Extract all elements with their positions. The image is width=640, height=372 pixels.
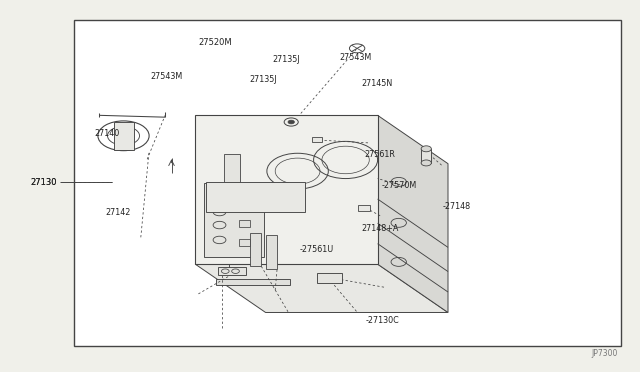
FancyBboxPatch shape	[206, 182, 305, 212]
Text: JP7300: JP7300	[591, 349, 618, 358]
Text: 27142: 27142	[106, 208, 131, 217]
Circle shape	[421, 160, 431, 166]
Polygon shape	[195, 115, 378, 264]
FancyBboxPatch shape	[114, 122, 134, 150]
FancyBboxPatch shape	[239, 220, 250, 227]
FancyBboxPatch shape	[358, 205, 370, 211]
Text: 27543M: 27543M	[150, 72, 182, 81]
FancyBboxPatch shape	[224, 154, 240, 182]
FancyBboxPatch shape	[218, 267, 246, 275]
Circle shape	[421, 146, 431, 152]
Text: 27130: 27130	[31, 178, 57, 187]
Text: 27520M: 27520M	[198, 38, 232, 47]
Text: 27135J: 27135J	[250, 76, 277, 84]
FancyBboxPatch shape	[239, 203, 250, 210]
Text: 27561R: 27561R	[365, 150, 396, 159]
FancyBboxPatch shape	[421, 149, 431, 163]
FancyBboxPatch shape	[250, 232, 261, 266]
Text: 27130: 27130	[31, 178, 57, 187]
FancyBboxPatch shape	[204, 183, 264, 257]
Circle shape	[117, 132, 130, 140]
Text: -27570M: -27570M	[381, 181, 417, 190]
FancyBboxPatch shape	[266, 235, 277, 269]
Circle shape	[288, 120, 294, 124]
FancyBboxPatch shape	[239, 239, 250, 246]
FancyBboxPatch shape	[312, 137, 322, 142]
Polygon shape	[216, 279, 290, 285]
Text: 27135J: 27135J	[272, 55, 300, 64]
Text: 27148+A: 27148+A	[361, 224, 398, 232]
FancyBboxPatch shape	[317, 273, 342, 283]
Text: 27140: 27140	[95, 129, 120, 138]
Text: 27145N: 27145N	[362, 79, 393, 88]
Text: -27148: -27148	[443, 202, 471, 211]
FancyBboxPatch shape	[74, 20, 621, 346]
Text: -27561U: -27561U	[300, 246, 334, 254]
Polygon shape	[195, 264, 448, 312]
Polygon shape	[378, 115, 448, 312]
Text: 27543M: 27543M	[339, 53, 371, 62]
Text: -27130C: -27130C	[366, 316, 400, 325]
